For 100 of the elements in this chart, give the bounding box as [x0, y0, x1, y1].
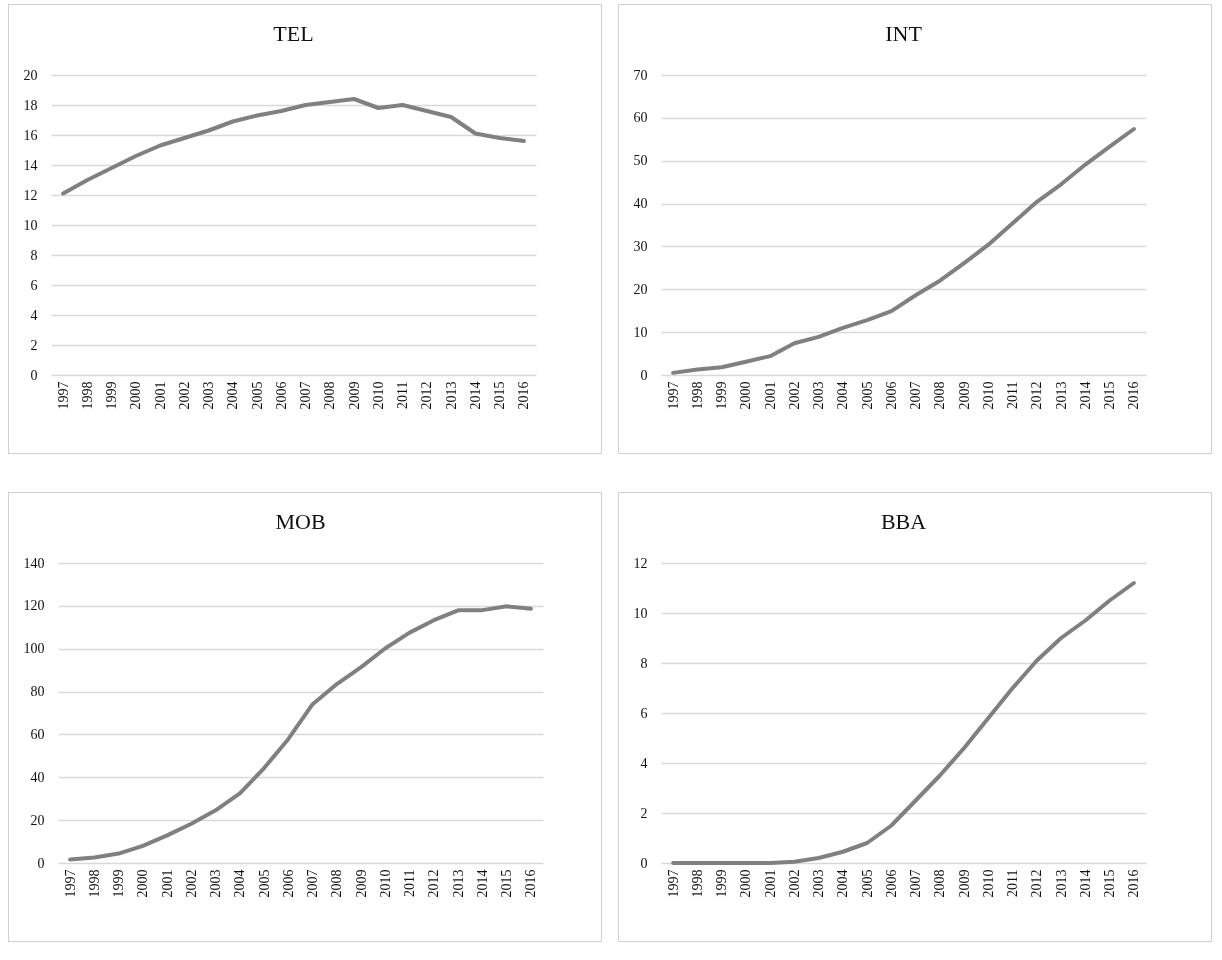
x-tick-label: 2016	[523, 869, 539, 898]
x-tick-label: 2002	[176, 381, 192, 410]
x-tick-label: 1997	[62, 869, 78, 898]
x-tick-label: 2010	[370, 381, 386, 410]
x-tick-label: 2010	[377, 869, 393, 898]
y-tick-label: 0	[30, 367, 38, 383]
y-tick-label: 20	[23, 67, 38, 83]
chart-title: TEL	[273, 21, 314, 46]
x-tick-label: 1999	[714, 381, 730, 410]
x-tick-label: 1997	[665, 381, 681, 410]
x-tick-label: 2008	[932, 869, 948, 898]
y-tick-label: 20	[30, 812, 45, 828]
x-tick-label: 2008	[329, 869, 345, 898]
chart-title: MOB	[275, 509, 326, 534]
x-tick-label: 2012	[1029, 869, 1045, 898]
y-tick-label: 12	[633, 555, 648, 571]
x-tick-label: 2014	[1077, 381, 1093, 410]
y-tick-label: 80	[30, 684, 45, 700]
x-tick-label: 2010	[980, 381, 996, 410]
y-tick-label: 4	[640, 755, 648, 771]
y-tick-label: 12	[23, 187, 38, 203]
y-tick-label: 10	[23, 217, 38, 233]
y-tick-label: 0	[640, 367, 648, 383]
x-tick-label: 2002	[786, 869, 802, 898]
x-tick-label: 2011	[395, 381, 411, 409]
y-tick-label: 8	[640, 655, 648, 671]
y-tick-label: 140	[23, 555, 45, 571]
x-tick-label: 2015	[492, 381, 508, 410]
x-tick-label: 2004	[232, 869, 248, 898]
x-tick-label: 2013	[1053, 869, 1069, 898]
x-tick-label: 2011	[1005, 381, 1021, 409]
x-tick-label: 2005	[256, 869, 272, 898]
y-tick-label: 50	[633, 153, 648, 169]
x-tick-label: 1998	[86, 869, 102, 898]
y-tick-label: 0	[640, 855, 648, 871]
x-tick-label: 2015	[1102, 869, 1118, 898]
y-tick-label: 100	[23, 641, 45, 657]
x-tick-label: 2013	[450, 869, 466, 898]
x-tick-label: 2014	[474, 869, 490, 898]
x-tick-label: 2006	[883, 869, 899, 898]
line-series	[671, 581, 1136, 865]
x-tick-label: 2009	[956, 381, 972, 410]
x-tick-label: 2015	[1102, 381, 1118, 410]
x-tick-label: 2006	[883, 381, 899, 410]
x-tick-label: 1998	[689, 381, 705, 410]
y-tick-label: 40	[633, 196, 648, 212]
x-tick-label: 2001	[762, 381, 778, 410]
x-tick-label: 2005	[249, 381, 265, 410]
y-tick-label: 6	[640, 705, 648, 721]
x-tick-label: 2009	[353, 869, 369, 898]
x-tick-label: 2006	[273, 381, 289, 410]
y-tick-label: 14	[23, 157, 38, 173]
x-tick-label: 2004	[835, 381, 851, 410]
y-tick-label: 4	[30, 307, 38, 323]
x-tick-label: 2007	[908, 869, 924, 898]
x-tick-label: 1997	[55, 381, 71, 410]
x-tick-label: 2014	[1077, 869, 1093, 898]
x-tick-label: 2004	[225, 381, 241, 410]
x-tick-label: 2009	[346, 381, 362, 410]
y-tick-label: 8	[30, 247, 38, 263]
x-tick-label: 2009	[956, 869, 972, 898]
x-tick-label: 2013	[443, 381, 459, 410]
y-tick-label: 60	[30, 726, 45, 742]
line-series	[68, 604, 533, 862]
x-tick-label: 2003	[811, 869, 827, 898]
y-tick-label: 16	[23, 127, 38, 143]
x-tick-label: 2005	[859, 381, 875, 410]
x-tick-label: 2014	[467, 381, 483, 410]
y-tick-label: 60	[633, 110, 648, 126]
x-tick-label: 2001	[152, 381, 168, 410]
x-tick-label: 2003	[811, 381, 827, 410]
x-tick-label: 1998	[79, 381, 95, 410]
y-tick-label: 30	[633, 238, 648, 254]
y-tick-label: 10	[633, 324, 648, 340]
x-tick-label: 2010	[980, 869, 996, 898]
x-tick-label: 2007	[908, 381, 924, 410]
x-tick-label: 2001	[159, 869, 175, 898]
y-tick-label: 2	[30, 337, 38, 353]
x-tick-label: 2000	[738, 869, 754, 898]
x-tick-label: 2012	[419, 381, 435, 410]
y-tick-label: 120	[23, 598, 45, 614]
y-tick-label: 40	[30, 769, 45, 785]
x-tick-label: 2012	[426, 869, 442, 898]
x-tick-label: 2004	[835, 869, 851, 898]
x-tick-label: 2013	[1053, 381, 1069, 410]
line-series	[61, 97, 526, 196]
x-tick-label: 2016	[1126, 869, 1142, 898]
x-tick-label: 1998	[689, 869, 705, 898]
x-tick-label: 2007	[305, 869, 321, 898]
x-tick-label: 2000	[128, 381, 144, 410]
y-tick-label: 20	[633, 281, 648, 297]
x-tick-label: 1997	[665, 869, 681, 898]
x-tick-label: 2000	[738, 381, 754, 410]
x-tick-label: 2005	[859, 869, 875, 898]
x-tick-label: 2001	[762, 869, 778, 898]
x-tick-label: 2008	[322, 381, 338, 410]
x-tick-label: 2016	[516, 381, 532, 410]
x-tick-label: 2007	[298, 381, 314, 410]
x-tick-label: 1999	[714, 869, 730, 898]
x-tick-label: 2012	[1029, 381, 1045, 410]
